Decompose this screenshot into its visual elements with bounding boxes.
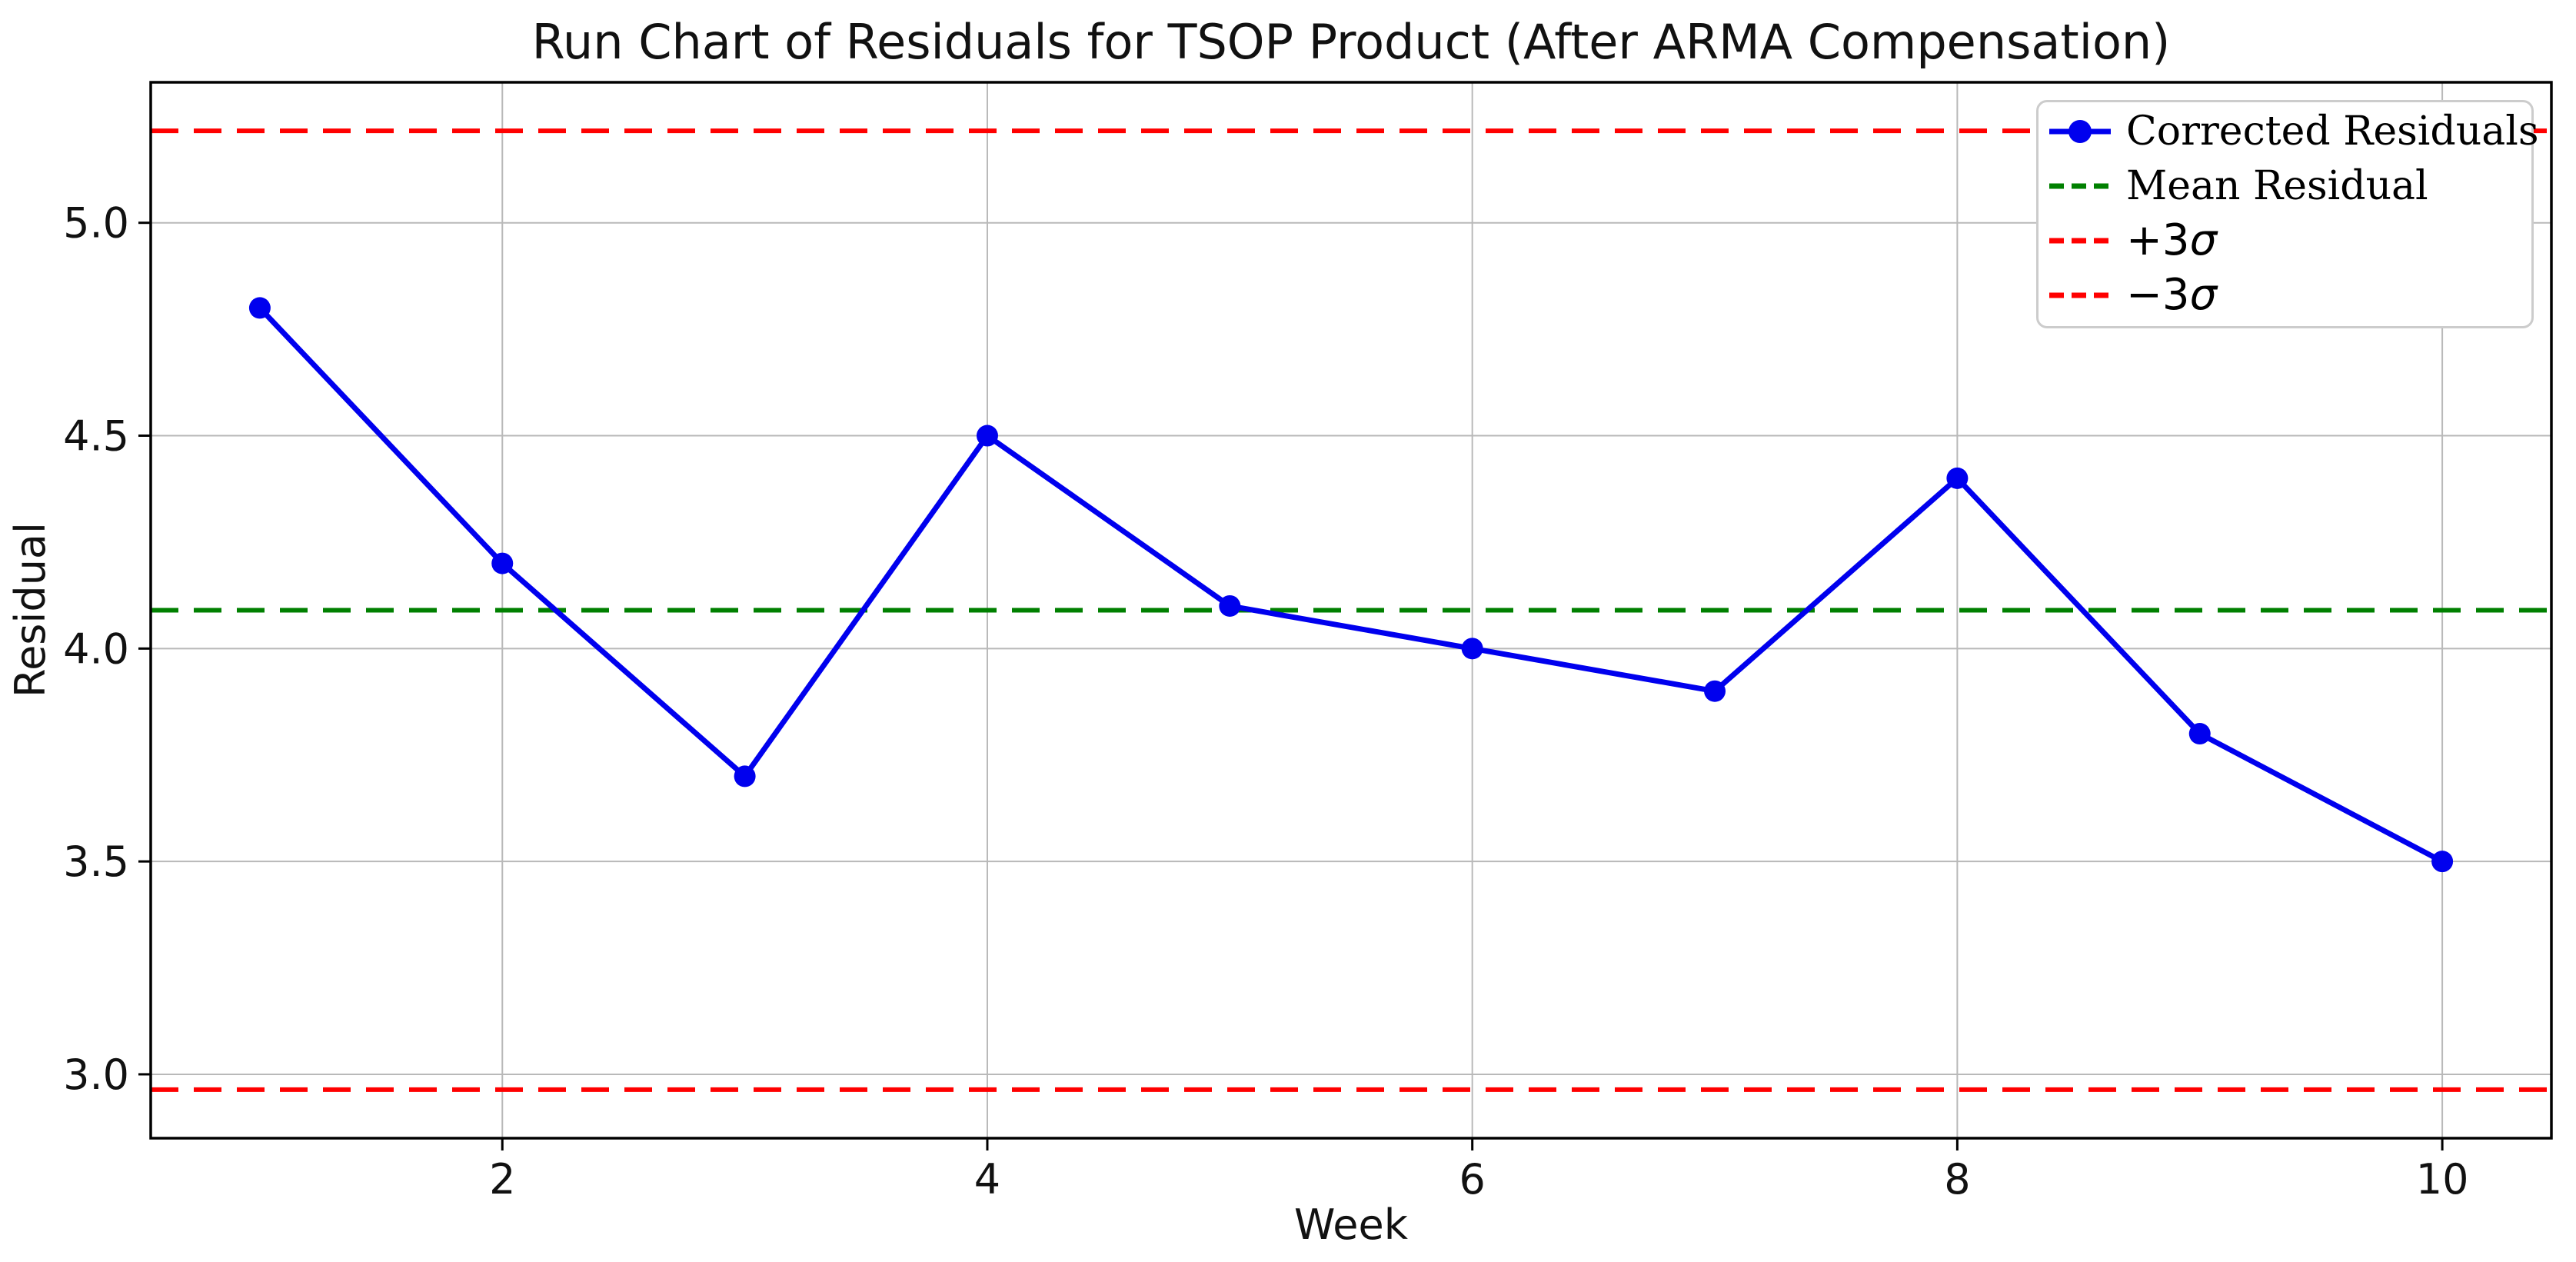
x-tick-label-2: 2 — [489, 1155, 515, 1204]
data-point-week-4 — [976, 425, 998, 447]
data-point-week-9 — [2188, 723, 2211, 745]
legend-handle-minus-3-sigma-icon — [2049, 292, 2111, 298]
y-tick-label-3.5: 3.5 — [63, 837, 129, 886]
data-point-week-7 — [1704, 680, 1726, 702]
legend-handle-plus-3-sigma-icon — [2049, 238, 2111, 243]
legend-item-mean-residual: Mean Residual — [2048, 158, 2531, 213]
legend-item-plus-3-sigma: +3σ — [2048, 213, 2531, 268]
legend-label-corrected-residuals: Corrected Residuals — [2126, 108, 2539, 155]
y-tick-label-4.0: 4.0 — [63, 624, 129, 673]
data-point-week-1 — [248, 297, 271, 319]
y-tick-label-3.0: 3.0 — [63, 1051, 129, 1099]
data-point-week-10 — [2431, 851, 2454, 873]
legend-handle-mean-icon — [2049, 183, 2111, 188]
legend-label-mean-residual: Mean Residual — [2126, 162, 2428, 209]
data-point-week-6 — [1461, 638, 1483, 660]
data-point-week-8 — [1946, 467, 1969, 489]
legend-label-minus-3-sigma: −3σ — [2126, 270, 2218, 320]
legend: Corrected Residuals Mean Residual +3σ −3… — [2036, 100, 2539, 328]
x-tick-label-6: 6 — [1459, 1155, 1485, 1204]
x-tick-label-4: 4 — [974, 1155, 1000, 1204]
data-point-week-5 — [1219, 594, 1241, 617]
chart-title: Run Chart of Residuals for TSOP Product … — [531, 14, 2171, 70]
x-tick-label-10: 10 — [2416, 1155, 2469, 1204]
x-tick-label-8: 8 — [1944, 1155, 1970, 1204]
y-axis-label: Residual — [6, 521, 55, 698]
y-tick-label-4.5: 4.5 — [63, 412, 129, 461]
x-axis-label: Week — [1294, 1200, 1408, 1249]
axes-spines — [149, 81, 2553, 1140]
legend-label-plus-3-sigma: +3σ — [2126, 215, 2218, 265]
legend-item-minus-3-sigma: −3σ — [2048, 268, 2531, 322]
series-line-Corrected Residuals — [258, 306, 2444, 864]
data-point-week-2 — [491, 552, 514, 574]
legend-handle-series-icon — [2049, 119, 2111, 143]
legend-item-corrected-residuals: Corrected Residuals — [2048, 104, 2539, 158]
data-point-week-3 — [734, 765, 756, 788]
y-tick-label-5.0: 5.0 — [63, 199, 129, 248]
